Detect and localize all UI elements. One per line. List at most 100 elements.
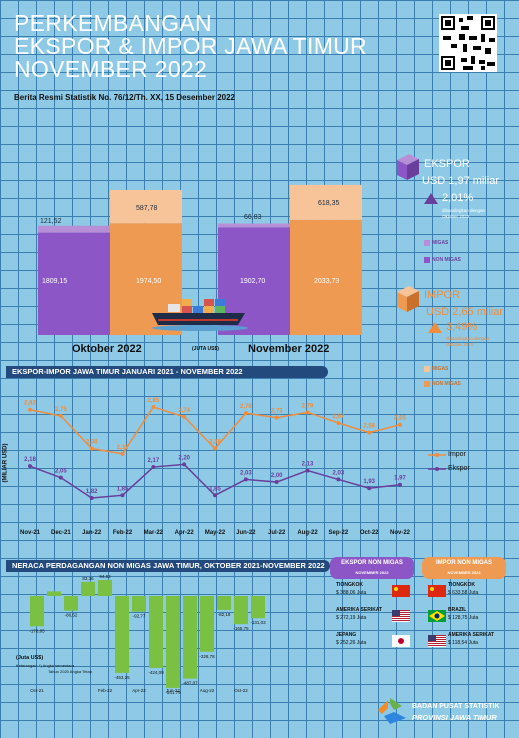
ekspor-label: EKSPOR (424, 158, 470, 170)
point-impor-11 (367, 430, 372, 435)
bar-ekspor-nonmigas-0 (38, 232, 110, 335)
neraca-bar-9 (183, 596, 197, 679)
ekspor-country-0: TIONGKOK (336, 582, 363, 588)
legend-ekspor-line-icon (428, 467, 446, 471)
page-title: PERKEMBANGAN EKSPOR & IMPOR JAWA TIMUR N… (14, 12, 394, 81)
label-nov-impor-migas: 618,35 (318, 200, 340, 207)
impor-note: dibandingkan dengan Oktober 2022 (446, 336, 490, 347)
month-label-nov: November 2022 (248, 343, 330, 355)
label-nov-ekspor-migas: 66,83 (244, 214, 262, 221)
neraca-value-11: -82,18 (218, 612, 231, 617)
value-label-impor-1: 2,75 (55, 407, 67, 413)
bar-impor-migas-0 (110, 189, 182, 224)
label-nov-impor-nonmigas: 2033,73 (314, 278, 340, 285)
point-impor-7 (243, 411, 248, 416)
neraca-bar-6 (132, 596, 146, 612)
point-impor-1 (58, 413, 63, 418)
neraca-bar-12 (234, 596, 248, 625)
neraca-value-6: -92,77 (133, 614, 146, 619)
legend-swatch-impor-migas (424, 366, 430, 372)
point-ekspor-9 (305, 468, 310, 473)
label-okt-impor-migas: 587,78 (136, 205, 158, 212)
bps-logo-icon (378, 698, 406, 724)
ekspor-value-2: $ 252,26 Juta (336, 640, 367, 646)
value-label-ekspor-3: 1,85 (117, 486, 129, 492)
point-ekspor-0 (28, 464, 32, 469)
top-bar-chart (38, 184, 362, 335)
impor-label: IMPOR (424, 289, 461, 301)
flag-br-icon (428, 610, 446, 622)
legend-impor-nonmigas: NON MIGAS (432, 381, 461, 387)
neraca-note1: Keterangan: *) Angka sementara (16, 663, 75, 668)
neraca-value-2: -86,52 (65, 613, 78, 618)
point-impor-8 (274, 415, 279, 420)
impor-change: 3,49% (446, 321, 478, 333)
point-ekspor-1 (58, 475, 63, 480)
point-ekspor-2 (89, 495, 94, 500)
ekspor-value-1: $ 272,19 Juta (336, 615, 367, 621)
value-label-impor-8: 2,73 (271, 409, 283, 415)
legend-impor: Impor (448, 451, 466, 458)
impor-flag-cn-icon (428, 584, 446, 602)
ekspor-change: 2,01% (442, 192, 474, 204)
footer-sub: PROVINSI JAWA TIMUR (412, 713, 497, 722)
x-tick-9: Aug-22 (297, 530, 318, 536)
legend-ekspor-migas: MIGAS (432, 240, 449, 246)
impor-country-1: BRAZIL (448, 607, 467, 613)
point-ekspor-11 (367, 486, 372, 491)
value-label-ekspor-8: 2,00 (271, 473, 283, 479)
neraca-bar-13 (251, 596, 265, 619)
neraca-value-3: 83,36 (82, 576, 94, 581)
legend-impor-line-icon (428, 453, 446, 457)
ekspor-nonmigas-sub: NOVEMBER 2022 (355, 570, 389, 575)
flag-us-icon (428, 635, 446, 647)
x-tick-7: Jun-22 (236, 530, 256, 536)
down-triangle-icon (424, 193, 438, 204)
qr-code-icon (439, 14, 497, 72)
point-ekspor-10 (336, 477, 341, 482)
title-line-2: EKSPOR & IMPOR JAWA TIMUR (14, 33, 367, 59)
bar-ekspor-migas-1 (218, 223, 290, 228)
impor-box-icon (397, 286, 419, 312)
neraca-value-9: -487,07 (182, 681, 198, 686)
neraca-note2: Tahun 2020 Angka Tetap (48, 669, 92, 674)
x-tick-4: Mar-22 (144, 530, 164, 536)
point-impor-12 (398, 422, 402, 427)
impor-value-0: $ 633,58 Juta (448, 590, 479, 596)
ekspor-note: dibandingkan dengan Oktober 2022 (442, 208, 486, 219)
value-label-impor-6: 2,38 (209, 440, 221, 446)
title-line-3: NOVEMBER 2022 (14, 56, 208, 82)
point-impor-3 (120, 451, 125, 456)
label-okt-impor-nonmigas: 1974,50 (136, 278, 162, 285)
value-label-ekspor-1: 2,05 (55, 469, 67, 475)
neraca-value-13: -131,03 (250, 620, 266, 625)
ekspor-country-2: JEPANG (336, 632, 357, 638)
impor-nonmigas-sub: NOVEMBER 2022 (447, 570, 481, 575)
x-tick-8: Jul-22 (268, 530, 286, 536)
bar-ekspor-migas-0 (38, 225, 110, 233)
ekspor-flag-jp-icon (392, 634, 410, 652)
point-impor-2 (89, 446, 94, 451)
neraca-value-5: -453,25 (114, 675, 130, 680)
value-label-impor-3: 2,32 (117, 445, 129, 451)
point-ekspor-7 (243, 477, 248, 482)
impor-flag-br-icon (428, 609, 446, 627)
x-tick-1: Dec-21 (51, 530, 71, 536)
legend-ekspor-nonmigas: NON MIGAS (432, 257, 461, 263)
month-label-okt: Oktober 2022 (72, 343, 142, 355)
point-impor-10 (336, 420, 341, 425)
unit-label: (JUTA US$) (192, 346, 219, 352)
value-label-impor-7: 2,78 (240, 404, 252, 410)
ekspor-nonmigas-title: EKSPOR NON MIGAS (341, 560, 403, 566)
value-label-ekspor-6: 1,85 (209, 486, 221, 492)
cargo-ship-icon (152, 299, 248, 331)
neraca-unit: (Juta US$) (16, 655, 44, 661)
x-tick-10: Sep-22 (328, 530, 348, 536)
legend-swatch-ekspor-migas (424, 240, 430, 246)
value-label-impor-10: 2,67 (332, 414, 344, 420)
point-ekspor-8 (274, 480, 279, 485)
value-label-ekspor-2: 1,82 (86, 489, 98, 495)
neraca-bar-11 (217, 596, 231, 610)
value-label-impor-2: 2,38 (86, 440, 98, 446)
neraca-bar-7 (149, 596, 163, 668)
